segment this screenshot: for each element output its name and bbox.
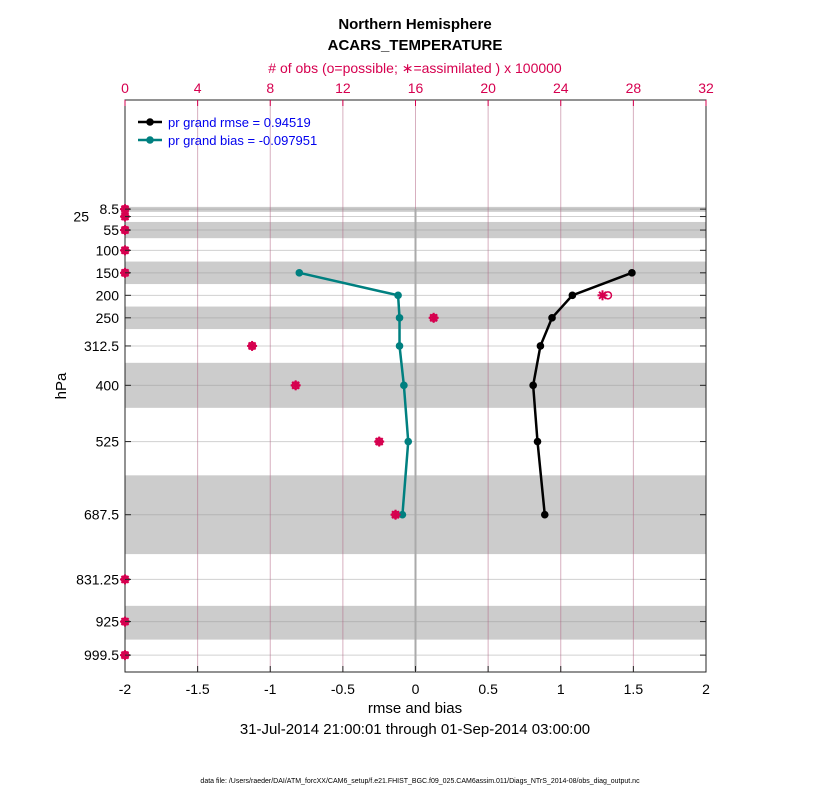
- top-axis-label: # of obs (o=possible; ∗=assimilated ) x …: [268, 60, 562, 76]
- top-x-tick-label: 0: [121, 80, 129, 96]
- data-point-bias: [398, 510, 407, 519]
- data-point-rmse: [536, 342, 545, 350]
- y-tick-label: 250: [96, 310, 120, 326]
- top-x-tick-label: 28: [626, 80, 642, 96]
- data-point-bias: [295, 269, 304, 277]
- y-tick-label: 8.5: [100, 201, 120, 217]
- y-tick-label: 25: [73, 209, 89, 225]
- obs-assimilated-marker: [428, 312, 439, 323]
- top-x-tick-label: 8: [266, 80, 274, 96]
- y-tick-label: 312.5: [84, 338, 119, 354]
- legend: pr grand rmse = 0.94519 pr grand bias = -…: [138, 115, 317, 148]
- data-point-bias: [394, 291, 402, 300]
- data-point-rmse: [568, 291, 577, 300]
- y-tick-label: 525: [96, 434, 120, 450]
- chart-title: Northern Hemisphere: [338, 16, 491, 33]
- y-tick-label: 150: [96, 265, 120, 281]
- top-x-tick-label: 16: [408, 80, 424, 96]
- legend-marker: [146, 136, 154, 144]
- y-tick-label: 925: [96, 614, 120, 630]
- obs-assimilated-marker: [597, 290, 608, 301]
- data-point-rmse: [548, 314, 556, 322]
- top-x-tick-label: 4: [194, 80, 202, 96]
- top-x-tick-label: 12: [335, 80, 351, 96]
- x-tick-label: 1: [557, 681, 565, 697]
- data-point-bias: [404, 437, 413, 446]
- y-tick-label: 55: [103, 222, 119, 238]
- top-x-tick-label: 20: [480, 80, 496, 96]
- chart-subtitle: ACARS_TEMPERATURE: [328, 37, 503, 54]
- x-tick-label: 0: [412, 681, 420, 697]
- y-tick-label: 100: [96, 242, 120, 258]
- y-tick-label: 999.5: [84, 647, 119, 663]
- data-point-rmse: [540, 510, 549, 519]
- y-tick-label: 687.5: [84, 507, 119, 523]
- top-x-tick-label: 32: [698, 80, 714, 96]
- data-point-bias: [395, 314, 404, 322]
- data-point-rmse: [533, 437, 542, 446]
- y-tick-label: 200: [96, 287, 120, 303]
- x-tick-label: 2: [702, 681, 710, 697]
- x-tick-label: 1.5: [624, 681, 644, 697]
- data-point-rmse: [628, 269, 636, 277]
- data-point-bias: [400, 381, 408, 390]
- obs-assimilated-marker: [374, 436, 385, 447]
- x-axis-label: rmse and bias: [368, 700, 462, 717]
- legend-entry: pr grand bias = -0.097951: [168, 133, 317, 148]
- x-tick-label: 0.5: [478, 681, 498, 697]
- x-tick-label: -1.5: [186, 681, 210, 697]
- data-point-rmse: [529, 381, 537, 390]
- date-range: 31-Jul-2014 21:00:01 through 01-Sep-2014…: [240, 721, 590, 738]
- data-point-bias: [395, 342, 404, 350]
- x-tick-label: -1: [264, 681, 277, 697]
- footer-data-file: data file: /Users/raeder/DAI/ATM_forcXX/…: [200, 778, 640, 785]
- y-tick-label: 831.25: [76, 571, 119, 587]
- legend-entry: pr grand rmse = 0.94519: [168, 115, 311, 130]
- obs-assimilated-marker: [247, 340, 258, 351]
- top-x-tick-label: 24: [553, 80, 569, 96]
- legend-marker: [146, 118, 154, 126]
- y-tick-label: 400: [96, 377, 120, 393]
- x-tick-label: -2: [119, 681, 132, 697]
- obs-assimilated-marker: [390, 509, 401, 520]
- obs-assimilated-marker: [290, 380, 301, 391]
- y-axis-label: hPa: [53, 372, 70, 399]
- x-tick-label: -0.5: [331, 681, 355, 697]
